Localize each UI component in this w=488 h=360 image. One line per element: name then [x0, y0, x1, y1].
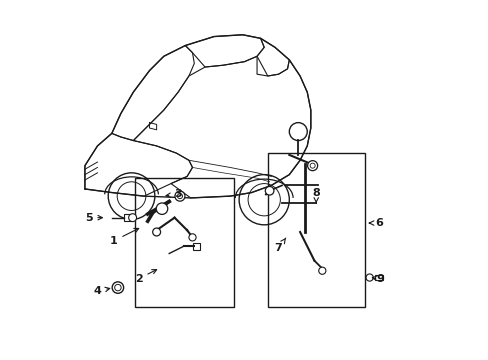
Text: 5: 5 — [84, 213, 102, 222]
Bar — [267, 153, 364, 307]
Circle shape — [265, 186, 273, 195]
Bar — [375, 275, 382, 280]
Bar — [135, 178, 233, 307]
Circle shape — [366, 274, 372, 281]
Bar — [124, 215, 131, 221]
Text: 7: 7 — [274, 238, 285, 253]
Text: 2: 2 — [135, 270, 156, 284]
Circle shape — [188, 234, 196, 241]
Text: 6: 6 — [368, 218, 382, 228]
Circle shape — [156, 203, 167, 215]
Circle shape — [307, 161, 317, 171]
Text: 4: 4 — [93, 286, 109, 296]
Text: 1: 1 — [109, 228, 139, 246]
Circle shape — [112, 282, 123, 293]
Text: 8: 8 — [312, 188, 320, 203]
Circle shape — [318, 267, 325, 274]
Text: 3: 3 — [165, 189, 182, 199]
Bar — [193, 243, 199, 250]
Circle shape — [152, 228, 160, 236]
Text: 9: 9 — [371, 274, 383, 284]
Circle shape — [128, 214, 136, 222]
Circle shape — [175, 191, 184, 201]
